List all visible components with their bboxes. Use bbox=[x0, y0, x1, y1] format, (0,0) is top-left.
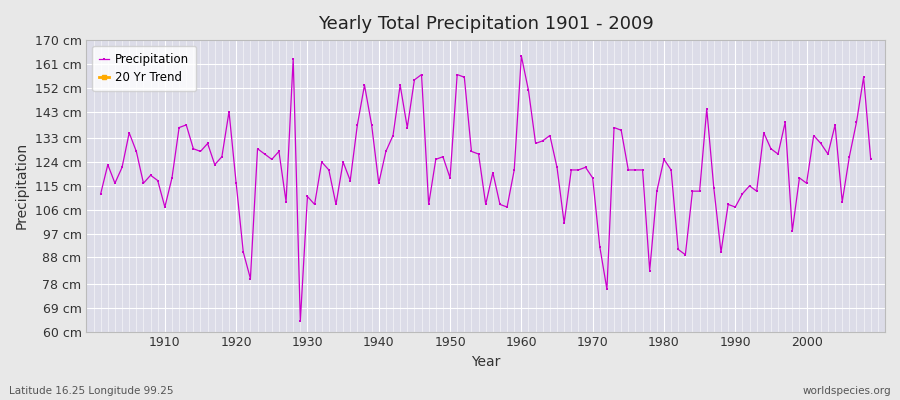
Precipitation bbox=[152, 178, 163, 183]
Text: worldspecies.org: worldspecies.org bbox=[803, 386, 891, 396]
Y-axis label: Precipitation: Precipitation bbox=[15, 142, 29, 230]
Precipitation bbox=[530, 141, 541, 146]
Line: Precipitation: Precipitation bbox=[99, 55, 872, 322]
Precipitation bbox=[865, 157, 876, 162]
X-axis label: Year: Year bbox=[471, 355, 500, 369]
Precipitation bbox=[359, 83, 370, 88]
Precipitation bbox=[616, 128, 626, 133]
Precipitation bbox=[516, 54, 526, 58]
Text: Latitude 16.25 Longitude 99.25: Latitude 16.25 Longitude 99.25 bbox=[9, 386, 174, 396]
Title: Yearly Total Precipitation 1901 - 2009: Yearly Total Precipitation 1901 - 2009 bbox=[318, 15, 653, 33]
Precipitation bbox=[295, 318, 306, 323]
Precipitation bbox=[316, 160, 327, 164]
Precipitation bbox=[95, 191, 106, 196]
Legend: Precipitation, 20 Yr Trend: Precipitation, 20 Yr Trend bbox=[93, 46, 196, 91]
Precipitation bbox=[523, 88, 534, 93]
